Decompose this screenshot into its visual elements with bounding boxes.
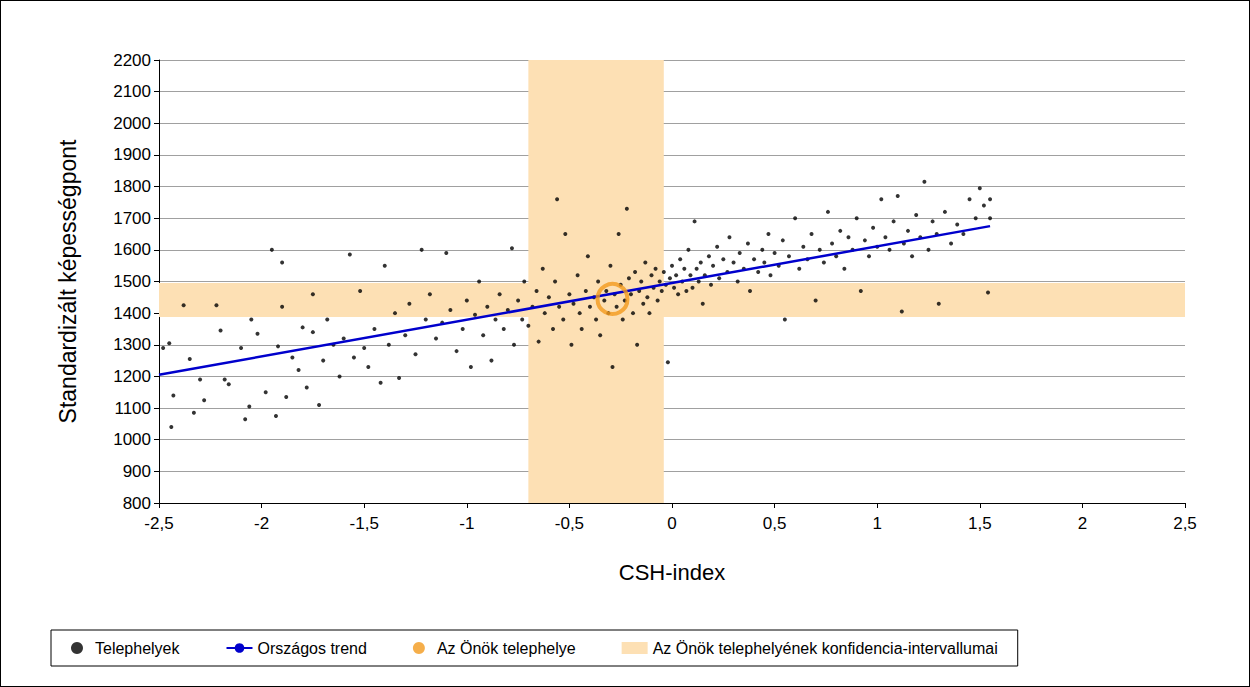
- svg-text:1: 1: [872, 514, 881, 533]
- svg-text:-2,5: -2,5: [144, 514, 173, 533]
- svg-text:1000: 1000: [113, 430, 151, 449]
- svg-text:2: 2: [1078, 514, 1087, 533]
- svg-text:1600: 1600: [113, 240, 151, 259]
- svg-text:1200: 1200: [113, 367, 151, 386]
- svg-text:1100: 1100: [114, 399, 151, 418]
- svg-text:1900: 1900: [113, 145, 151, 164]
- svg-text:900: 900: [123, 462, 151, 481]
- svg-text:0: 0: [667, 514, 676, 533]
- svg-text:0,5: 0,5: [763, 514, 787, 533]
- svg-text:1500: 1500: [113, 272, 151, 291]
- svg-text:2100: 2100: [113, 82, 151, 101]
- svg-text:Az Önök telephelyének konfiden: Az Önök telephelyének konfidencia-interv…: [653, 640, 998, 657]
- svg-text:2,5: 2,5: [1173, 514, 1197, 533]
- svg-text:2200: 2200: [113, 51, 151, 70]
- svg-text:Standardizált képességpont: Standardizált képességpont: [55, 139, 81, 423]
- svg-text:1800: 1800: [113, 177, 151, 196]
- svg-text:CSH-index: CSH-index: [619, 560, 725, 585]
- svg-text:Az Önök telephelye: Az Önök telephelye: [437, 640, 576, 657]
- svg-text:1700: 1700: [113, 209, 151, 228]
- svg-text:-1: -1: [459, 514, 474, 533]
- svg-text:1300: 1300: [113, 335, 151, 354]
- svg-text:Telephelyek: Telephelyek: [95, 640, 181, 657]
- svg-text:-1,5: -1,5: [350, 514, 379, 533]
- svg-text:800: 800: [123, 494, 151, 513]
- svg-text:2000: 2000: [113, 114, 151, 133]
- svg-text:1400: 1400: [113, 304, 151, 323]
- svg-text:1,5: 1,5: [968, 514, 992, 533]
- svg-text:Országos trend: Országos trend: [258, 640, 367, 657]
- svg-text:-0,5: -0,5: [555, 514, 584, 533]
- svg-text:-2: -2: [254, 514, 269, 533]
